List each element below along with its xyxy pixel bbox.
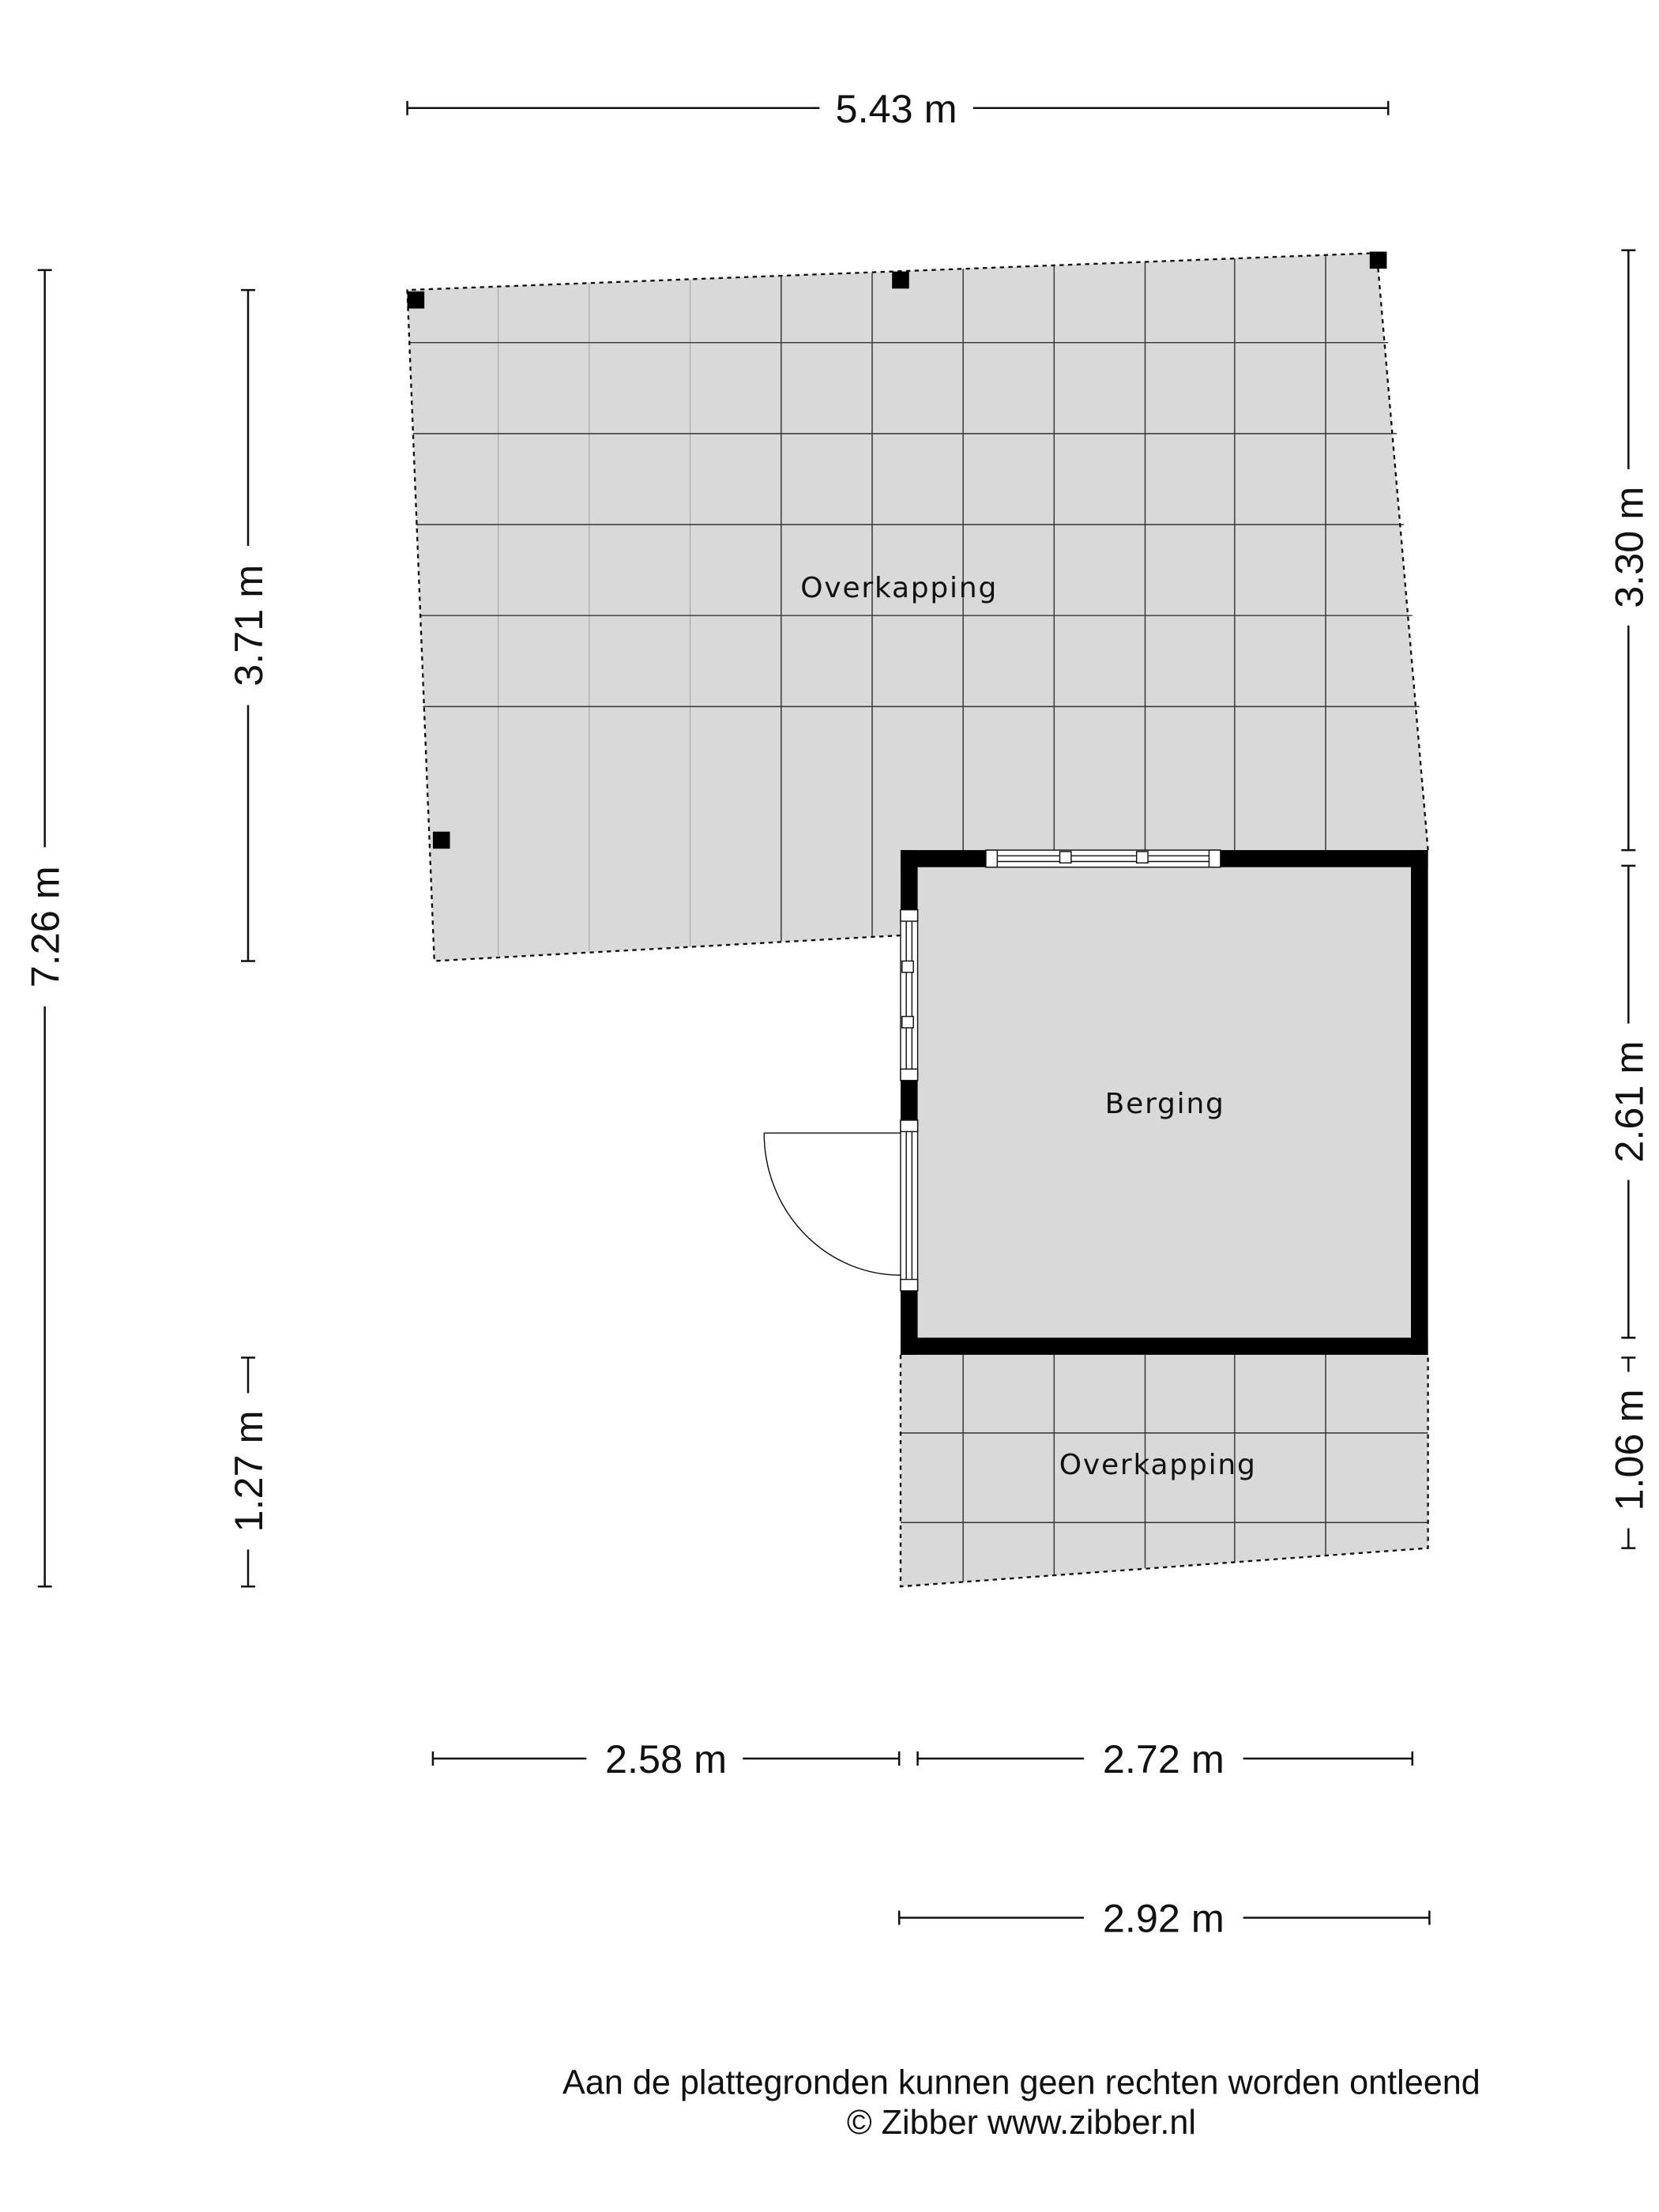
svg-text:2.92 m: 2.92 m [1103, 1896, 1224, 1941]
svg-text:2.61 m: 2.61 m [1606, 1041, 1651, 1163]
svg-text:2.58 m: 2.58 m [605, 1736, 727, 1781]
room-label-overkapping-bottom: Overkapping [1059, 1449, 1257, 1481]
svg-text:3.30 m: 3.30 m [1606, 487, 1651, 608]
dimension-bottom-total: 2.92 m [897, 1896, 1431, 1941]
room-label-berging: Berging [1105, 1088, 1225, 1120]
door [763, 1119, 919, 1292]
svg-text:7.26 m: 7.26 m [23, 866, 68, 988]
window-left [900, 908, 919, 1082]
copyright-text: © Zibber www.zibber.nl [847, 2104, 1196, 2142]
dimension-bottom-right: 2.72 m [916, 1736, 1414, 1781]
walls [900, 850, 1428, 1355]
berging-room [763, 849, 1428, 1355]
dimension-left-upper: 3.71 m [226, 288, 271, 962]
dimension-left-total: 7.26 m [23, 269, 68, 1588]
dimension-right-lower: 1.06 m [1606, 1356, 1651, 1549]
overkapping-bottom-area [899, 1354, 1429, 1588]
room-label-overkapping-top: Overkapping [800, 572, 998, 604]
svg-text:3.71 m: 3.71 m [226, 565, 271, 687]
disclaimer-text: Aan de plattegronden kunnen geen rechten… [562, 2064, 1480, 2102]
dimension-top: 5.43 m [406, 86, 1390, 131]
post [892, 271, 909, 289]
overkapping-top-area [406, 251, 1429, 962]
svg-text:1.27 m: 1.27 m [226, 1410, 271, 1532]
dimension-left-lower: 1.27 m [226, 1356, 271, 1588]
window-top [985, 849, 1221, 868]
svg-text:1.06 m: 1.06 m [1606, 1389, 1651, 1510]
dimension-bottom-left: 2.58 m [431, 1736, 901, 1781]
dimension-right-middle: 2.61 m [1606, 864, 1651, 1339]
dimension-right-upper: 3.30 m [1606, 249, 1651, 852]
svg-text:2.72 m: 2.72 m [1103, 1736, 1224, 1781]
svg-text:5.43 m: 5.43 m [836, 86, 957, 131]
post [432, 831, 450, 849]
post [407, 291, 425, 309]
post [1369, 251, 1387, 269]
